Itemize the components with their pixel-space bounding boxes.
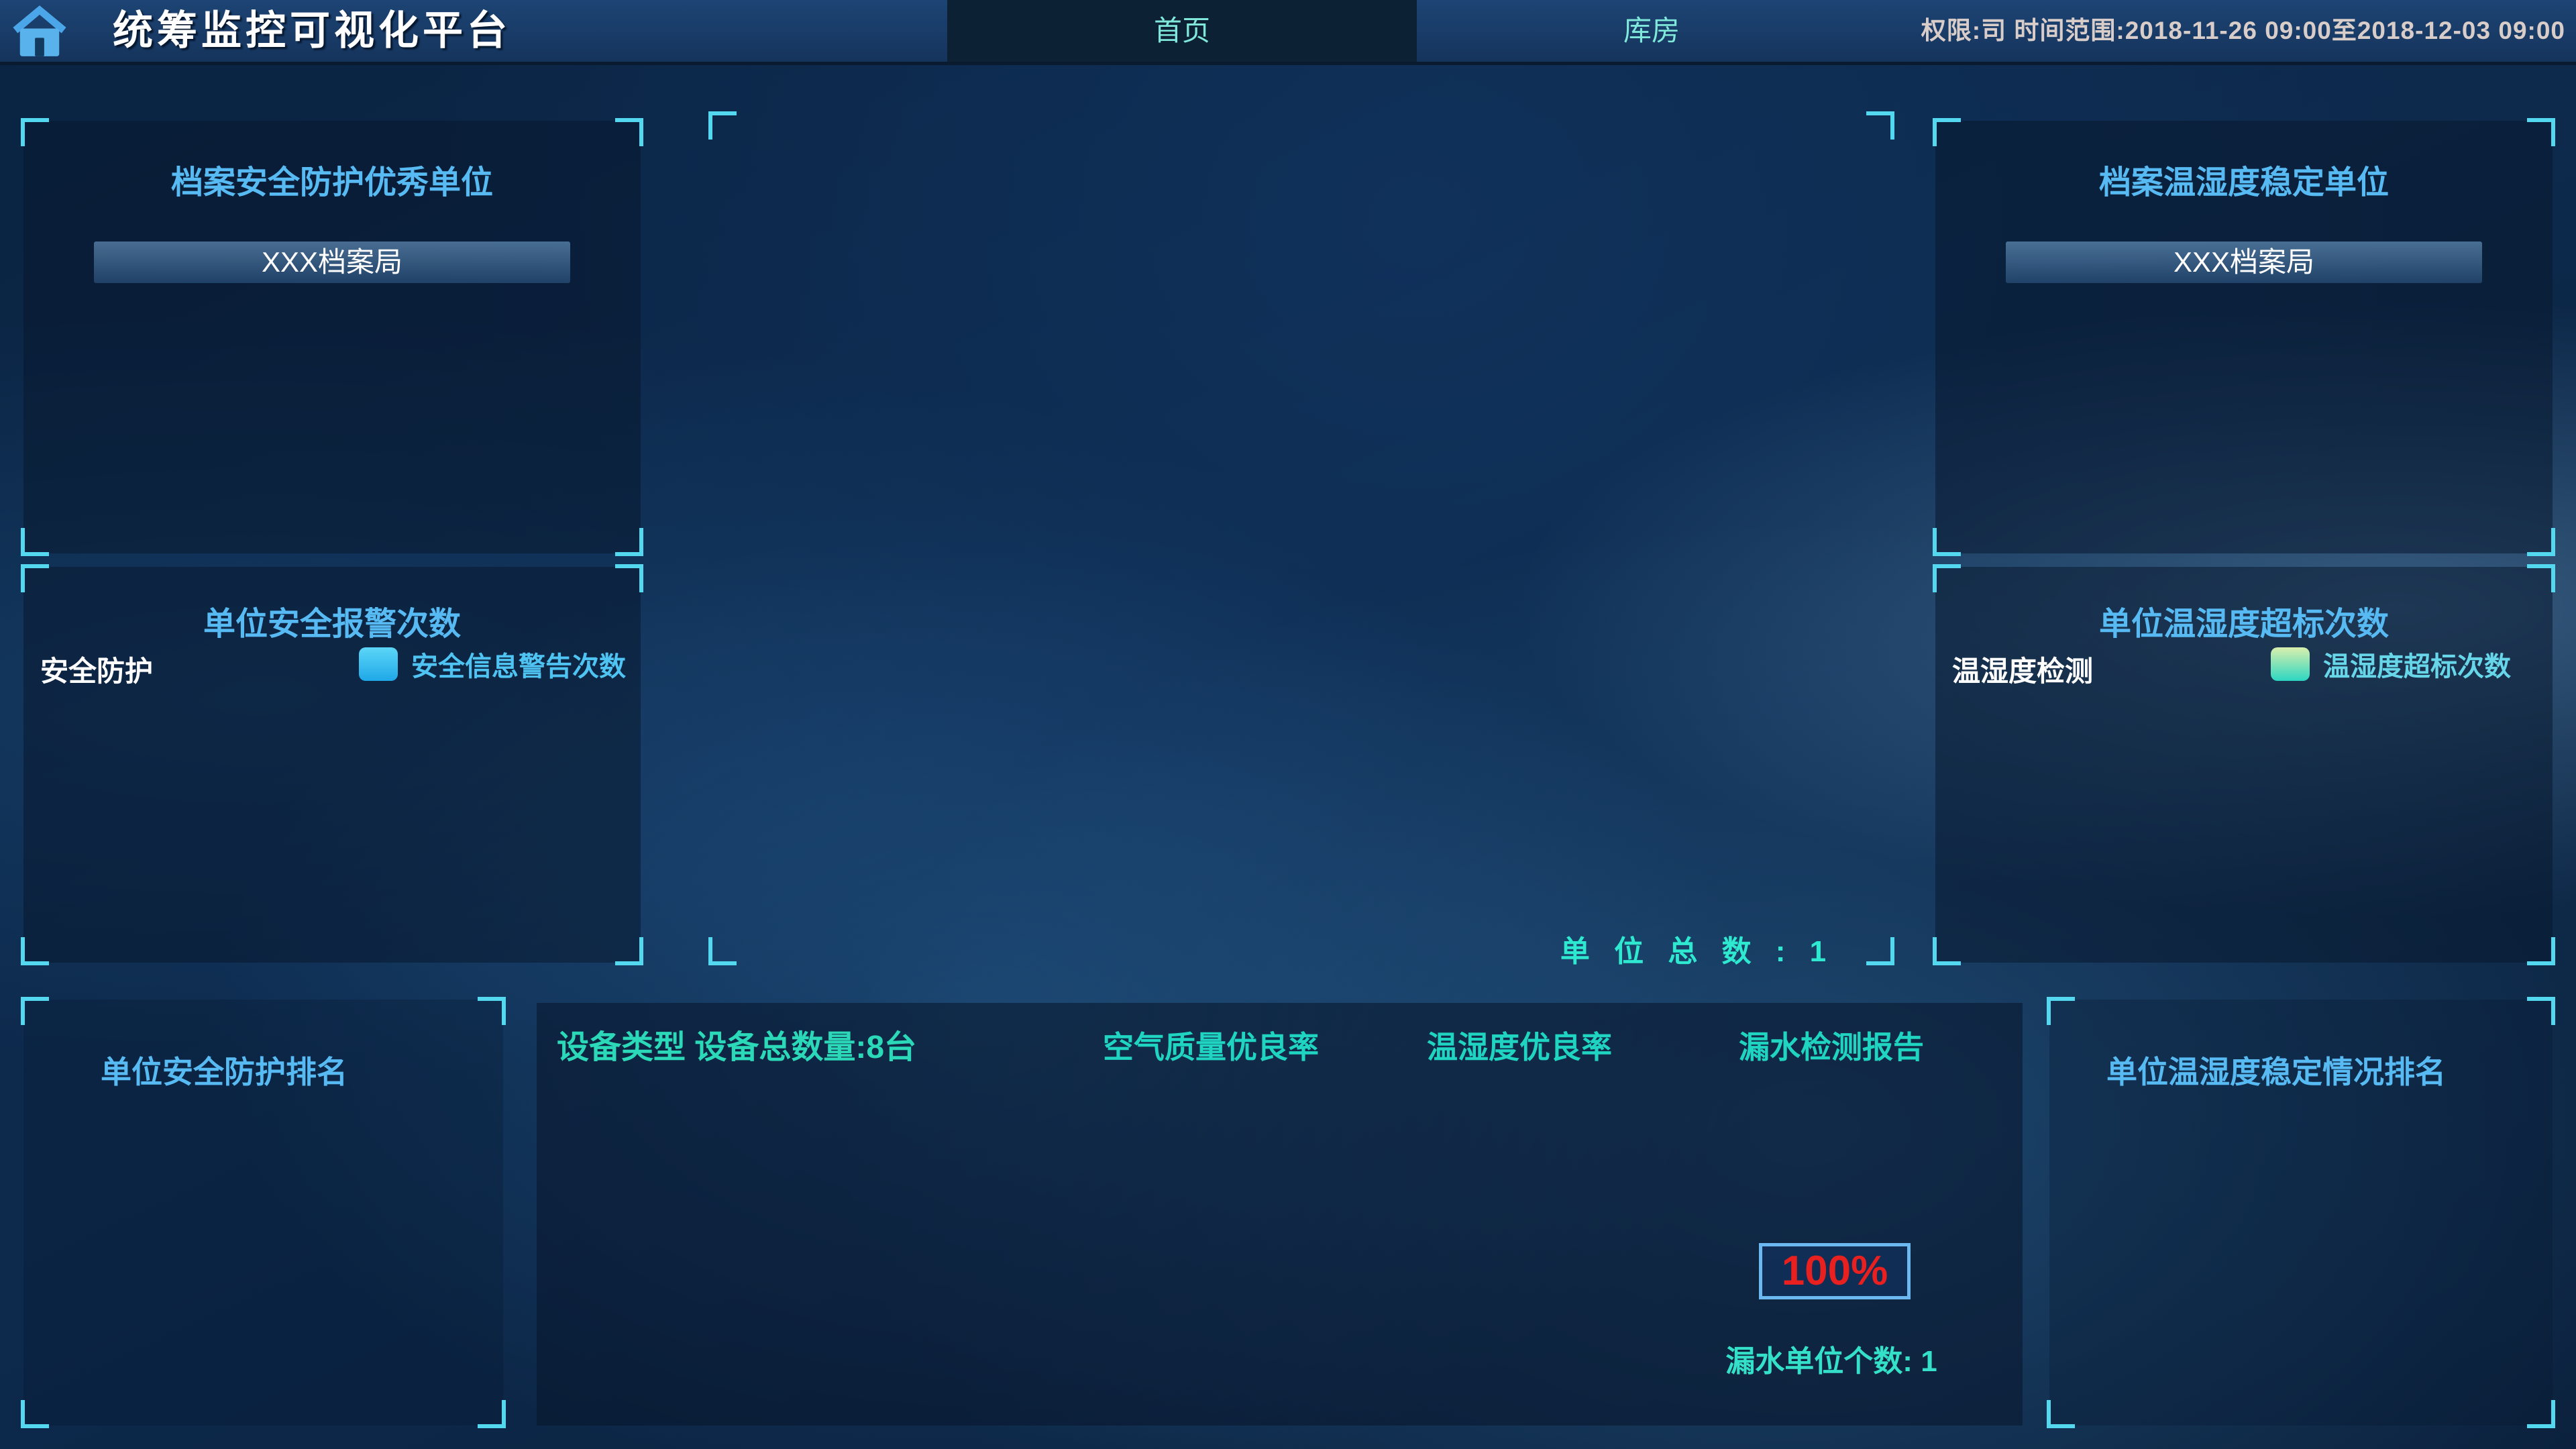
panel-humidity-exceed-chart: 单位温湿度超标次数 温湿度检测 温湿度超标次数: [1933, 564, 2555, 965]
ranking-title: 单位安全防护排名: [101, 1055, 347, 1089]
leak-units-count: 漏水单位个数: 1: [1725, 1345, 1937, 1378]
security-alarm-bar-chart: [34, 694, 631, 943]
chart-side-label: 安全防护: [40, 655, 154, 687]
panel-security-alarm-chart: 单位安全报警次数 安全防护 安全信息警告次数: [21, 564, 643, 965]
panel-province-map: 单 位 总 数 : 1: [708, 111, 1894, 968]
corner-bracket: [1933, 937, 1961, 965]
legend-swatch: [2271, 647, 2310, 681]
gauge-value-badge: 100%: [1759, 1243, 1911, 1299]
tab-warehouse-label: 库房: [1623, 15, 1680, 46]
corner-bracket: [2527, 564, 2555, 592]
chart-legend-item[interactable]: 温湿度超标次数: [2271, 645, 2511, 684]
corner-bracket: [2527, 528, 2555, 556]
device-types-donut-chart: [793, 1062, 1048, 1317]
temp-humidity-pie-chart: [1405, 1067, 1633, 1295]
corner-bracket: [21, 937, 49, 965]
unit-name-bar[interactable]: XXX档案局: [2006, 241, 2482, 283]
corner-bracket: [21, 1400, 49, 1428]
corner-bracket: [1866, 111, 1894, 140]
app-title: 统筹监控可视化平台: [113, 8, 511, 53]
humidity-exceed-bar-chart: [1945, 694, 2542, 943]
total-units-label: 单 位 总 数 : 1: [1560, 935, 1835, 968]
corner-bracket: [708, 937, 737, 965]
panel-security-ranking: 单位安全防护排名: [21, 997, 506, 1428]
air-quality-pie-chart: [1097, 1067, 1325, 1295]
corner-bracket: [478, 997, 506, 1025]
corner-bracket: [615, 564, 643, 592]
panel-title: 档案安全防护优秀单位: [170, 165, 493, 201]
corner-bracket: [708, 111, 737, 140]
corner-bracket: [21, 528, 49, 556]
home-icon[interactable]: [11, 2, 68, 60]
chart-legend-item[interactable]: 安全信息警告次数: [359, 645, 626, 684]
device-types-title: 设备类型 设备总数量:8台: [557, 1030, 917, 1065]
corner-bracket: [1933, 564, 1961, 592]
temp-humidity-rate-title: 温湿度优良率: [1427, 1030, 1612, 1065]
corner-bracket: [615, 118, 643, 146]
corner-bracket: [1933, 528, 1961, 556]
corner-bracket: [478, 1400, 506, 1428]
ranking-title: 单位温湿度稳定情况排名: [2106, 1055, 2446, 1089]
air-quality-title: 空气质量优良率: [1103, 1030, 1319, 1065]
corner-bracket: [21, 564, 49, 592]
corner-bracket: [1933, 118, 1961, 146]
unit-name-bar[interactable]: XXX档案局: [94, 241, 570, 283]
tab-home[interactable]: 首页: [947, 0, 1417, 62]
corner-bracket: [21, 118, 49, 146]
corner-bracket: [615, 528, 643, 556]
tab-warehouse[interactable]: 库房: [1417, 0, 1886, 62]
leak-report-title: 漏水检测报告: [1739, 1030, 1924, 1065]
corner-bracket: [2527, 997, 2555, 1025]
panel-security-excellent-units: 档案安全防护优秀单位 XXX档案局: [21, 118, 643, 556]
corner-bracket: [2047, 1400, 2075, 1428]
chart-title: 单位温湿度超标次数: [2098, 606, 2389, 642]
leak-detection-gauge: [1694, 1055, 1976, 1344]
permission-time-range: 权限:司 时间范围:2018-11-26 09:00至2018-12-03 09…: [1921, 17, 2565, 44]
corner-bracket: [2047, 997, 2075, 1025]
panel-humidity-ranking: 单位温湿度稳定情况排名: [2047, 997, 2555, 1428]
legend-label: 安全信息警告次数: [411, 652, 626, 682]
header: 统筹监控可视化平台 首页 库房 权限:司 时间范围:2018-11-26 09:…: [0, 0, 2576, 65]
chart-title: 单位安全报警次数: [203, 606, 461, 642]
panel-device-and-rates: 设备类型 设备总数量:8台 空气质量优良率 温湿度优良率 漏水检测报告 100%…: [537, 1003, 2023, 1426]
tab-home-label: 首页: [1153, 15, 1210, 46]
corner-bracket: [2527, 1400, 2555, 1428]
legend-swatch: [359, 647, 398, 681]
corner-bracket: [2527, 937, 2555, 965]
chart-side-label: 温湿度检测: [1952, 655, 2094, 687]
corner-bracket: [1866, 937, 1894, 965]
legend-label: 温湿度超标次数: [2323, 652, 2511, 682]
panel-humidity-stable-units: 档案温湿度稳定单位 XXX档案局: [1933, 118, 2555, 556]
panel-title: 档案温湿度稳定单位: [2098, 165, 2389, 201]
corner-bracket: [615, 937, 643, 965]
corner-bracket: [2527, 118, 2555, 146]
corner-bracket: [21, 997, 49, 1025]
shandong-map[interactable]: [711, 114, 1892, 963]
